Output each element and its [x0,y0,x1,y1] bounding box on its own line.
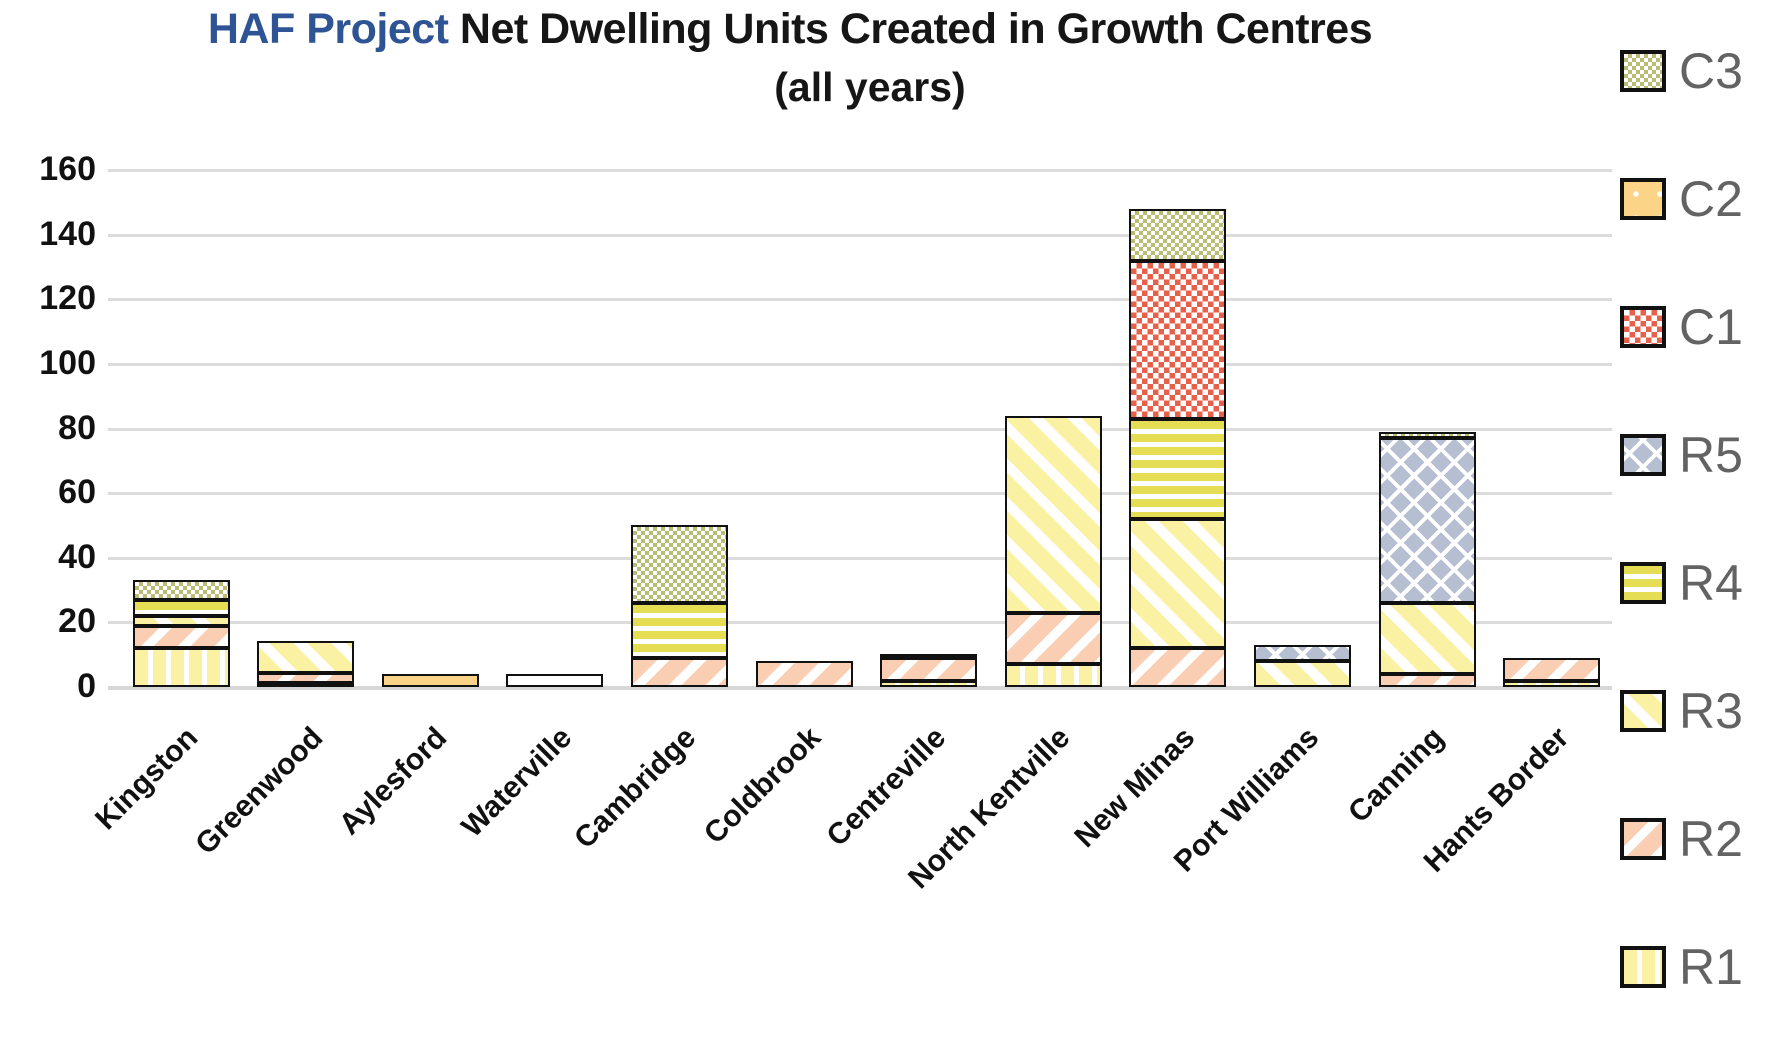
bar-segment-greenwood-R1 [257,683,355,687]
y-tick-label-100: 100 [39,343,96,382]
bar-segment-canning-R5 [1378,438,1476,603]
y-tick-label-160: 160 [39,150,96,188]
bar-segment-north-kentville-R1 [1004,664,1102,687]
gridline-100 [108,362,1612,366]
bar-coldbrook [755,661,853,687]
bar-north-kentville [1004,415,1102,687]
bar-segment-kingston-R3 [132,615,230,626]
legend-item-C1: C1 [1620,302,1785,352]
legend-item-C2: C2 [1620,174,1785,224]
gridline-60 [108,492,1612,496]
y-tick-label-80: 80 [58,408,96,447]
y-tick-label-40: 40 [58,537,96,576]
bar-segment-kingston-R1 [132,648,230,687]
gridline-80 [108,427,1612,431]
y-tick-label-0: 0 [77,667,96,705]
legend-swatch-C2 [1620,178,1666,220]
bar-centreville [880,653,978,687]
bar-segment-new-minas-C1 [1129,260,1227,419]
bar-segment-kingston-C3 [132,580,230,600]
bar-segment-canning-R3 [1378,603,1476,675]
plot-area [108,169,1612,690]
chart-title-rest: Net Dwelling Units Created in Growth Cen… [448,5,1373,53]
legend-label-C3: C3 [1679,43,1743,99]
bar-greenwood [257,641,355,687]
legend-swatch-R1 [1620,946,1666,988]
bar-segment-greenwood-R3 [257,641,355,674]
legend-item-R3: R3 [1620,686,1785,736]
bar-waterville [506,674,604,687]
legend-item-R4: R4 [1620,558,1785,608]
bar-segment-coldbrook-R2 [755,661,853,687]
gridline-120 [108,298,1612,302]
bar-segment-new-minas-R3 [1129,518,1227,649]
bar-segment-centreville-R4 [880,653,978,658]
legend-swatch-R3 [1620,690,1666,732]
bar-segment-hants-border-R1 [1503,680,1601,687]
bar-segment-north-kentville-R2 [1004,612,1102,665]
bar-hants-border [1503,657,1601,687]
bar-aylesford [381,674,479,687]
y-tick-label-120: 120 [39,279,96,318]
bar-cambridge [630,525,728,687]
legend-swatch-R2 [1620,818,1666,860]
bar-segment-new-minas-R4 [1129,418,1227,519]
bar-segment-cambridge-R4 [630,603,728,658]
legend: C3 C2 C1 R5 R4 R3 R2 R1 [1620,46,1785,1052]
bar-segment-centreville-R1 [880,680,978,687]
legend-label-R4: R4 [1679,555,1743,611]
legend-item-R5: R5 [1620,430,1785,480]
bar-segment-kingston-R4 [132,599,230,616]
bar-kingston [132,580,230,687]
legend-swatch-R5 [1620,434,1666,476]
bar-port-williams [1253,645,1351,687]
legend-label-C2: C2 [1679,171,1743,227]
chart-title: HAF Project Net Dwelling Units Created i… [0,0,1580,58]
bar-segment-greenwood-R2 [257,673,355,683]
bar-new-minas [1129,208,1227,687]
bar-segment-aylesford-C2 [381,674,479,687]
legend-label-R1: R1 [1679,939,1743,995]
chart-title-highlight: HAF Project [207,5,449,53]
y-tick-label-60: 60 [58,473,96,512]
y-tick-label-20: 20 [58,602,96,641]
bar-segment-port-williams-R5 [1253,645,1351,662]
bar-segment-new-minas-C3 [1129,208,1227,261]
bar-segment-new-minas-R2 [1129,648,1227,687]
legend-item-R1: R1 [1620,942,1785,992]
bar-segment-canning-C3 [1378,431,1476,439]
bar-segment-hants-border-R2 [1503,657,1601,681]
legend-swatch-R4 [1620,562,1666,604]
bar-segment-port-williams-R3 [1253,661,1351,687]
bar-segment-north-kentville-R3 [1004,415,1102,613]
bar-segment-cambridge-R2 [630,657,728,687]
bar-canning [1378,431,1476,687]
bar-segment-waterville-R4 [506,674,604,687]
legend-swatch-C1 [1620,306,1666,348]
bar-segment-centreville-R2 [880,657,978,681]
bar-segment-canning-R2 [1378,674,1476,687]
gridline-160 [108,169,1612,172]
y-tick-label-140: 140 [39,214,96,253]
legend-item-C3: C3 [1620,46,1785,96]
legend-item-R2: R2 [1620,814,1785,864]
chart-subtitle: (all years) [774,64,966,110]
bar-segment-kingston-R2 [132,625,230,649]
gridline-0 [108,686,1612,690]
legend-label-R5: R5 [1679,427,1743,483]
legend-label-C1: C1 [1679,299,1743,355]
legend-label-R2: R2 [1679,811,1743,867]
gridline-40 [108,556,1612,560]
bar-segment-cambridge-C3 [630,525,728,603]
gridline-20 [108,621,1612,625]
legend-label-R3: R3 [1679,683,1743,739]
gridline-140 [108,233,1612,237]
legend-swatch-C3 [1620,50,1666,92]
